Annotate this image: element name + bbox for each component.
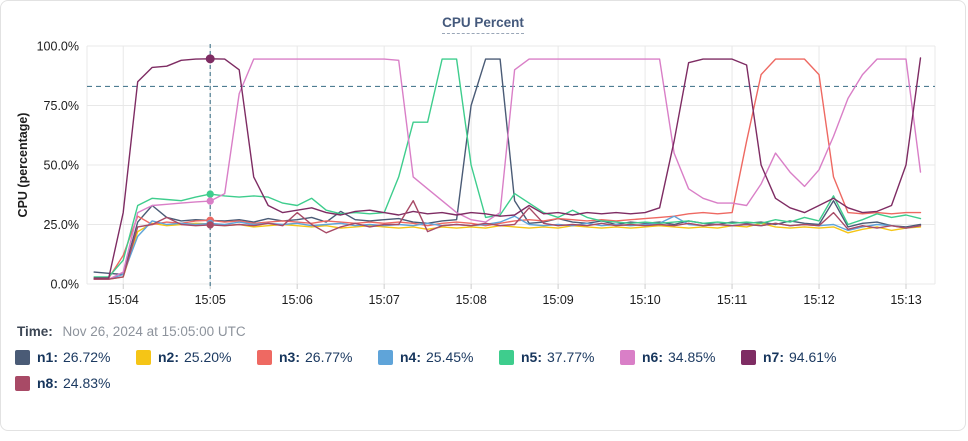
x-tick-label: 15:11 bbox=[717, 293, 747, 307]
cpu-percent-panel: CPU Percent 0.0% 25.0% 50.0% 75.0% 100.0% 15:… bbox=[0, 0, 966, 431]
y-tick-label: 50.0% bbox=[44, 159, 79, 173]
legend-item-n3[interactable]: n3: 26.77% bbox=[257, 349, 378, 365]
chart-legend: n1: 26.72% n2: 25.20% n3: 26.77% n4: 25.45% n5: 3… bbox=[1, 349, 965, 391]
legend-item-n4[interactable]: n4: 25.45% bbox=[378, 349, 499, 365]
legend-series-value: 26.77% bbox=[305, 349, 353, 365]
y-axis-title: CPU (percentage) bbox=[16, 113, 30, 218]
y-tick-label: 25.0% bbox=[44, 218, 79, 232]
x-tick-label: 15:10 bbox=[629, 293, 660, 307]
series-line-n8[interactable] bbox=[93, 199, 922, 280]
legend-swatch-icon bbox=[499, 349, 514, 365]
legend-series-label: n2: bbox=[158, 349, 179, 365]
series-line-n2[interactable] bbox=[93, 222, 922, 280]
series-line-n7[interactable] bbox=[93, 57, 922, 279]
legend-item-n5[interactable]: n5: 37.77% bbox=[499, 349, 620, 365]
series-line-n5[interactable] bbox=[93, 58, 922, 278]
legend-swatch-icon bbox=[15, 349, 30, 365]
legend-series-value: 26.72% bbox=[63, 349, 111, 365]
x-tick-label: 15:05 bbox=[195, 293, 226, 307]
legend-series-label: n6: bbox=[642, 349, 663, 365]
legend-series-label: n3: bbox=[279, 349, 300, 365]
y-tick-label: 100.0% bbox=[37, 40, 79, 54]
legend-item-n7[interactable]: n7: 94.61% bbox=[741, 349, 862, 365]
legend-series-value: 34.85% bbox=[668, 349, 716, 365]
x-tick-label: 15:08 bbox=[455, 293, 486, 307]
legend-swatch-icon bbox=[136, 349, 151, 365]
y-tick-label: 75.0% bbox=[44, 99, 79, 113]
time-value: Nov 26, 2024 at 15:05:00 UTC bbox=[62, 324, 246, 339]
legend-item-n6[interactable]: n6: 34.85% bbox=[620, 349, 741, 365]
legend-series-label: n4: bbox=[400, 349, 421, 365]
legend-series-label: n8: bbox=[37, 375, 58, 391]
legend-swatch-icon bbox=[15, 375, 30, 391]
legend-item-n8[interactable]: n8: 24.83% bbox=[15, 375, 136, 391]
crosshair-time-row: Time: Nov 26, 2024 at 15:05:00 UTC bbox=[17, 324, 965, 339]
y-tick-label: 0.0% bbox=[51, 278, 80, 292]
series-line-n3[interactable] bbox=[93, 58, 922, 279]
legend-series-value: 25.45% bbox=[426, 349, 474, 365]
chart-title-wrap: CPU Percent bbox=[1, 14, 965, 38]
x-tick-label: 15:12 bbox=[803, 293, 834, 307]
crosshair-point-n7 bbox=[205, 54, 215, 64]
legend-item-n2[interactable]: n2: 25.20% bbox=[136, 349, 257, 365]
legend-series-label: n5: bbox=[521, 349, 542, 365]
legend-series-label: n1: bbox=[37, 349, 58, 365]
x-tick-label: 15:06 bbox=[282, 293, 313, 307]
time-label: Time: bbox=[17, 324, 53, 339]
legend-series-label: n7: bbox=[763, 349, 784, 365]
legend-series-value: 37.77% bbox=[547, 349, 595, 365]
x-tick-label: 15:07 bbox=[369, 293, 400, 307]
legend-swatch-icon bbox=[257, 349, 272, 365]
cpu-percent-chart[interactable]: 0.0% 25.0% 50.0% 75.0% 100.0% 15:04 15:05 15:06… bbox=[1, 38, 965, 310]
series-line-n6[interactable] bbox=[93, 58, 922, 280]
crosshair-point-n5 bbox=[206, 190, 214, 198]
crosshair-point-n8 bbox=[206, 221, 214, 229]
x-tick-label: 15:09 bbox=[542, 293, 573, 307]
x-tick-label: 15:04 bbox=[108, 293, 139, 307]
legend-swatch-icon bbox=[741, 349, 756, 365]
legend-series-value: 94.61% bbox=[789, 349, 837, 365]
crosshair-point-n6 bbox=[206, 197, 214, 205]
legend-series-value: 24.83% bbox=[63, 375, 111, 391]
chart-title[interactable]: CPU Percent bbox=[442, 15, 524, 34]
legend-swatch-icon bbox=[620, 349, 635, 365]
x-tick-label: 15:13 bbox=[890, 293, 921, 307]
legend-item-n1[interactable]: n1: 26.72% bbox=[15, 349, 136, 365]
legend-swatch-icon bbox=[378, 349, 393, 365]
series-line-n1[interactable] bbox=[93, 58, 922, 276]
legend-series-value: 25.20% bbox=[184, 349, 232, 365]
